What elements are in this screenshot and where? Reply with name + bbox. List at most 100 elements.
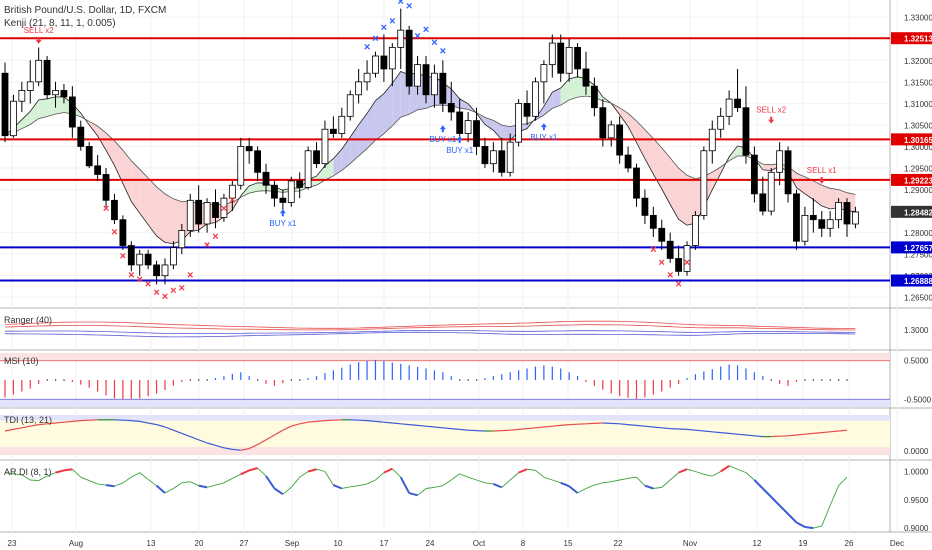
ardi-line-segment (417, 488, 427, 496)
ardi-line-segment (695, 471, 705, 475)
ribbon-segment (619, 107, 629, 127)
tdi-line-segment (526, 427, 536, 430)
sell-cross-mark: × (659, 257, 665, 269)
ribbon-segment (796, 173, 805, 194)
ardi-line-segment (509, 472, 519, 481)
buy-arrow-icon (540, 123, 547, 131)
price-label-box (891, 173, 932, 186)
ardi-line-segment (155, 484, 166, 494)
ardi-line-segment (232, 473, 241, 479)
sell-cross-mark: × (221, 203, 227, 215)
tdi-line-segment (308, 420, 317, 423)
ribbon-segment (148, 177, 157, 237)
ribbon-segment (55, 96, 64, 115)
candle-body (220, 197, 228, 218)
candle-body (658, 227, 666, 242)
tdi-line-segment (392, 422, 401, 425)
ardi-line-segment (467, 476, 477, 481)
msi-dot (804, 379, 806, 381)
candle-body (557, 42, 565, 74)
sell-cross-mark: × (128, 270, 134, 282)
ardi-line-segment (669, 472, 679, 481)
tdi-line-segment (156, 424, 166, 428)
ardi-line-segment (838, 476, 848, 486)
tdi-line-segment (131, 420, 140, 422)
ribbon-segment (47, 96, 56, 117)
candle-body (212, 202, 219, 218)
candle-body (35, 59, 43, 83)
tdi-line-segment (636, 424, 645, 427)
tdi-line-segment (804, 432, 814, 435)
candle-body (523, 102, 531, 117)
sell-cross-mark: × (153, 287, 159, 299)
candle-body (287, 180, 295, 203)
tdi-lower-band (0, 447, 890, 455)
sell-cross-mark: × (111, 227, 117, 239)
candle-body (582, 68, 590, 87)
ribbon-segment (106, 132, 115, 166)
msi-title: MSI (10) (4, 356, 39, 366)
candle-body (127, 245, 135, 266)
candle-body (498, 150, 506, 173)
candle-body (506, 141, 514, 173)
tdi-line-segment (628, 424, 637, 426)
candle-body (313, 150, 320, 165)
ardi-line-segment (408, 492, 418, 497)
ardi-line-segment (611, 479, 620, 483)
ribbon-segment (678, 168, 688, 226)
ribbon-segment (21, 111, 31, 129)
price-label-box (891, 32, 932, 45)
ribbon-segment (30, 99, 39, 125)
chart-title: British Pound/U.S. Dollar, 1D, FXCM (4, 5, 166, 16)
time-tick-label: 13 (147, 539, 156, 548)
tdi-line-segment (30, 424, 39, 427)
msi-dot (770, 379, 772, 381)
buy-arrow-icon (279, 209, 286, 217)
time-tick-label: 19 (799, 539, 808, 548)
candle-body (304, 150, 312, 188)
ardi-line-segment (72, 468, 82, 478)
candle-body (43, 59, 51, 96)
candle-body (540, 64, 548, 83)
candle-body (447, 102, 455, 113)
ardi-line-segment (299, 471, 309, 478)
tdi-line-segment (661, 427, 671, 430)
candle-body (26, 81, 34, 91)
ribbon-segment (644, 129, 654, 175)
tdi-line-segment (291, 423, 300, 427)
sell-cross-mark: × (145, 278, 151, 290)
ardi-line-segment (737, 468, 747, 474)
ribbon-segment (670, 157, 679, 220)
tdi-line-segment (619, 423, 629, 426)
time-tick-label: Nov (683, 539, 697, 548)
ribbon-segment (358, 113, 368, 157)
candle-body (111, 199, 118, 221)
tdi-line-segment (425, 425, 435, 428)
ardi-line-segment (358, 483, 368, 487)
ardi-line-segment (198, 484, 208, 489)
ardi-line-segment (476, 479, 486, 484)
candle-body (767, 171, 775, 212)
tdi-line-segment (703, 430, 713, 433)
tdi-line-segment (55, 421, 64, 424)
ardi-line-segment (543, 476, 553, 481)
ardi-line-segment (712, 471, 721, 477)
candle-body (759, 193, 767, 212)
sell-cross-mark: × (212, 231, 218, 243)
tdi-line-segment (409, 424, 418, 426)
candle-body (793, 193, 800, 242)
sell-signal-label: SELL x1 (807, 166, 837, 175)
panel-backgrounds (0, 353, 890, 455)
candle-body (675, 258, 682, 272)
ardi-line-segment (399, 476, 411, 494)
ardi-line-segment (518, 468, 528, 474)
msi-dot (63, 379, 65, 381)
ardi-line-segment (753, 479, 764, 490)
buy-arrow-icon (439, 125, 446, 133)
ardi-line-segment (594, 482, 603, 486)
ribbon-segment (131, 160, 140, 214)
candle-body (708, 128, 716, 152)
tdi-line-segment (139, 420, 149, 424)
tdi-line-segment (434, 426, 443, 429)
ardi-line-segment (55, 469, 65, 474)
